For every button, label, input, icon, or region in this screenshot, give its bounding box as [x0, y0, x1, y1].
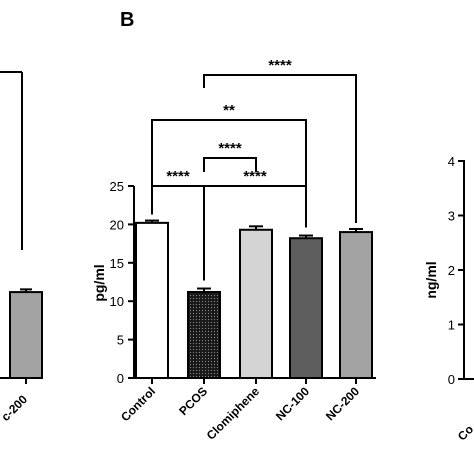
- sig-bracket: [203, 74, 357, 224]
- right-y-tick-label: 1: [448, 318, 455, 333]
- right-category-label: Co: [455, 422, 474, 443]
- y-tick-label: 20: [110, 217, 124, 232]
- sig-bracket: [203, 157, 257, 172]
- x-tick-label-control: Control: [118, 384, 158, 424]
- y-tick-label: 0: [117, 371, 124, 386]
- y-tick-label: 10: [110, 294, 124, 309]
- y-ticks: 0 5 10 15 20 25: [110, 179, 134, 386]
- x-tick-label-nc-100: NC-100: [273, 384, 312, 423]
- bar-control: [135, 221, 169, 379]
- sig-label: ****: [243, 168, 267, 185]
- sig-bracket: [151, 119, 307, 228]
- bar-clomiphene: [239, 228, 273, 379]
- left-panel: c-200: [0, 71, 43, 424]
- y-tick-label: 15: [110, 256, 124, 271]
- bars: [135, 221, 373, 380]
- error-bars: [145, 219, 363, 292]
- left-category-label: c-200: [0, 392, 30, 424]
- sig-bracket: [203, 185, 307, 228]
- y-tick-label: 25: [110, 179, 124, 194]
- sig-label: ****: [166, 168, 190, 185]
- right-y-tick-label: 2: [448, 263, 455, 278]
- y-tick-label: 5: [117, 333, 124, 348]
- significance-brackets: ******************: [151, 57, 357, 281]
- x-tick-label-clomiphene: Clomiphene: [204, 384, 263, 443]
- y-axis-label: pg/ml: [91, 264, 107, 301]
- x-tick-label-pcos: PCOS: [176, 384, 210, 418]
- left-bar-nc-200: [9, 291, 43, 379]
- bar-nc-200: [339, 231, 373, 379]
- bar-pcos: [187, 290, 221, 380]
- x-tick-label-nc-200: NC-200: [323, 384, 362, 423]
- bar-nc-100: [289, 237, 323, 379]
- sig-label: ****: [268, 57, 292, 74]
- right-y-tick-label: 4: [448, 154, 455, 169]
- sig-label: **: [223, 102, 235, 119]
- sig-label: ****: [218, 140, 242, 157]
- right-y-ticks: 0 1 2 3 4: [448, 154, 464, 387]
- right-y-tick-label: 3: [448, 209, 455, 224]
- panel-label: B: [120, 9, 134, 31]
- right-panel: ng/ml 0 1 2 3 4 Co: [423, 154, 474, 443]
- right-y-axis-label: ng/ml: [423, 261, 439, 298]
- right-y-tick-label: 0: [448, 372, 455, 387]
